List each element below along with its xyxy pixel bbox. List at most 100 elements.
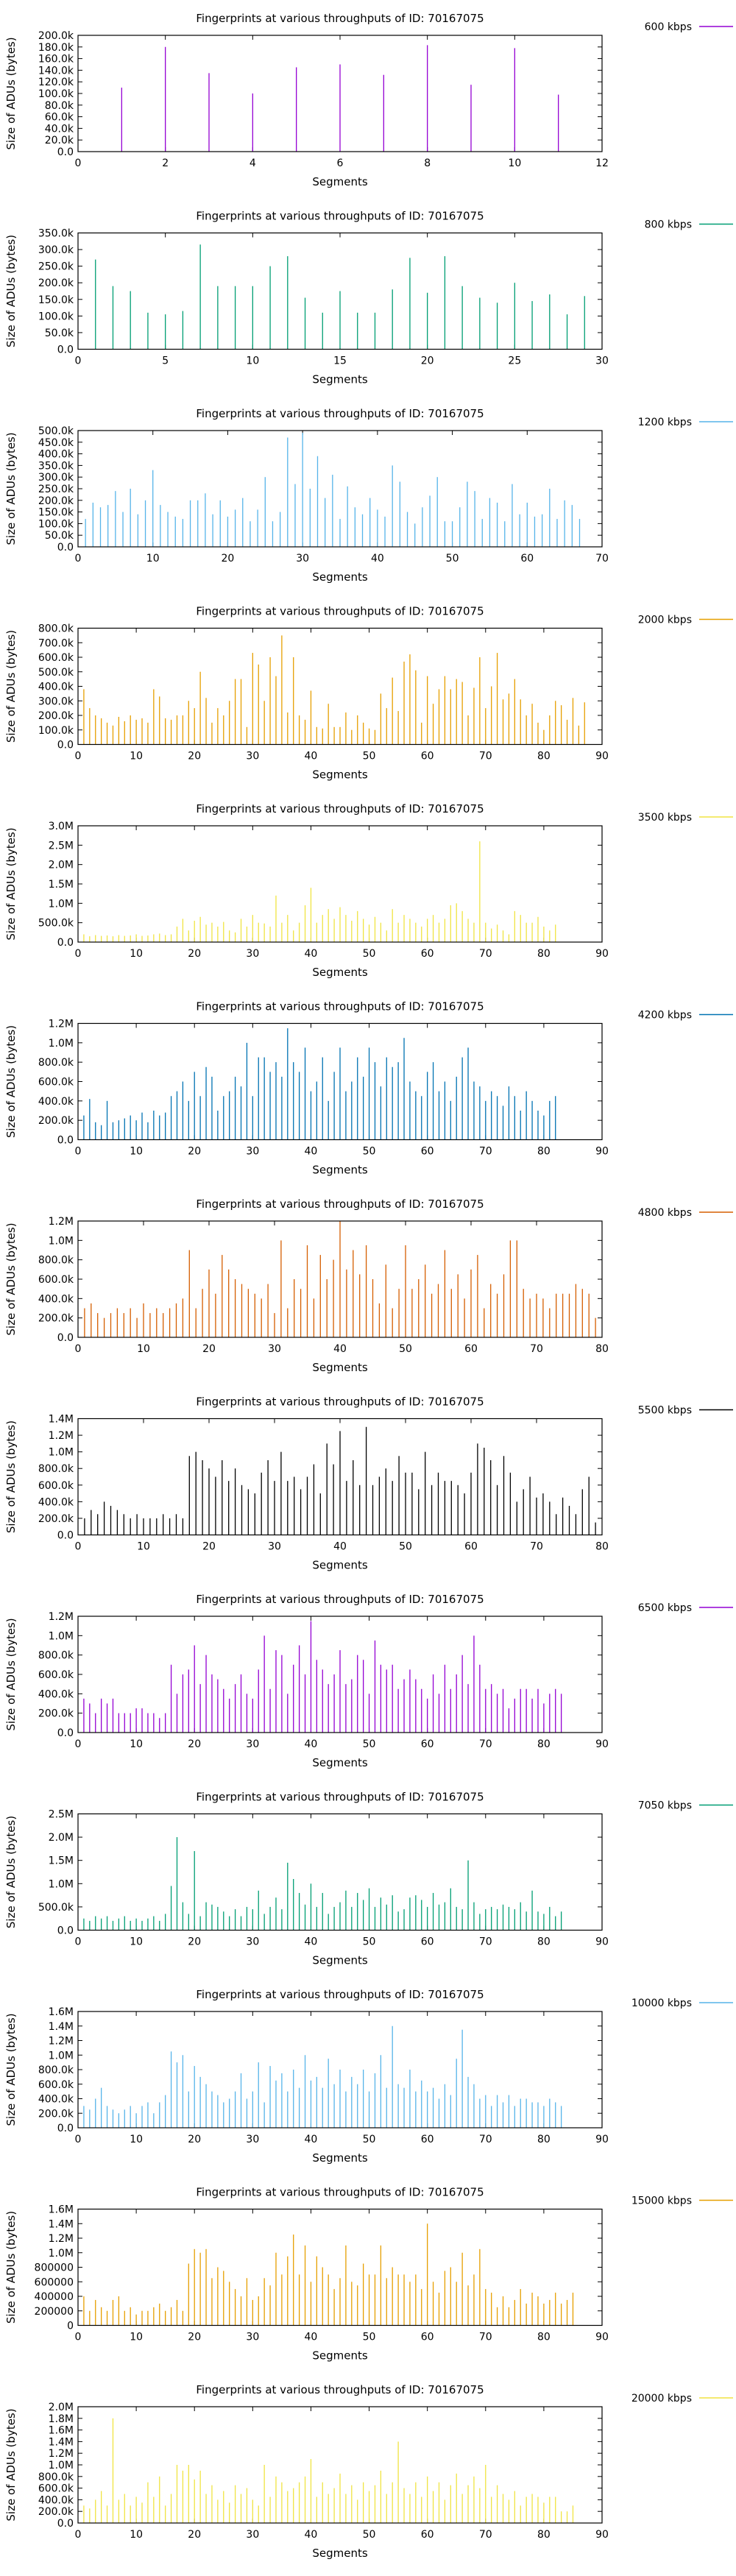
x-tick-label: 70 [479, 1738, 492, 1750]
y-tick-label: 200.0k [38, 30, 74, 42]
y-tick-label: 2.0M [49, 1832, 74, 1844]
y-axis-label: Size of ADUs (bytes) [4, 1025, 18, 1138]
x-tick-label: 60 [421, 1936, 434, 1948]
chart-title: Fingerprints at various throughputs of I… [196, 1791, 484, 1804]
x-tick-label: 0 [75, 1738, 82, 1750]
x-tick-label: 50 [363, 1146, 376, 1158]
legend-label: 15000 kbps [631, 2195, 692, 2207]
chart-panel-12: Fingerprints at various throughputs of I… [4, 2186, 733, 2363]
chart-panel-5: Fingerprints at various throughputs of I… [4, 802, 733, 979]
y-tick-label: 100.0k [38, 725, 74, 737]
y-tick-label: 50.0k [45, 328, 74, 339]
x-tick-label: 10 [130, 751, 143, 762]
y-axis-label: Size of ADUs (bytes) [4, 235, 18, 347]
chart-title: Fingerprints at various throughputs of I… [196, 605, 484, 618]
y-tick-label: 700.0k [38, 637, 74, 649]
x-tick-label: 80 [537, 2134, 551, 2145]
x-tick-label: 50 [363, 1738, 376, 1750]
y-tick-label: 400.0k [38, 1688, 74, 1700]
chart-title: Fingerprints at various throughputs of I… [196, 210, 484, 223]
y-tick-label: 250.0k [38, 261, 74, 273]
x-tick-label: 80 [595, 1541, 609, 1553]
x-tick-label: 60 [464, 1541, 478, 1553]
x-tick-label: 5 [162, 355, 169, 367]
x-tick-label: 90 [595, 948, 609, 960]
y-tick-label: 1.0M [49, 1235, 74, 1247]
chart-panel-10: Fingerprints at various throughputs of I… [4, 1791, 733, 1967]
x-tick-label: 10 [146, 553, 160, 565]
chart-panel-8: Fingerprints at various throughputs of I… [4, 1395, 733, 1572]
y-tick-label: 350.0k [38, 228, 74, 240]
y-tick-label: 200000 [35, 2306, 74, 2318]
y-tick-label: 1.2M [49, 1611, 74, 1623]
x-tick-label: 70 [595, 553, 609, 565]
y-tick-label: 500.0k [38, 425, 74, 437]
x-tick-label: 30 [246, 1146, 259, 1158]
x-tick-label: 80 [537, 2332, 551, 2343]
y-tick-label: 0 [67, 2321, 74, 2332]
y-tick-label: 800.0k [38, 1650, 74, 1662]
legend-label: 2000 kbps [638, 615, 692, 626]
y-tick-label: 0.0 [57, 542, 74, 553]
x-tick-label: 80 [537, 1146, 551, 1158]
plot-frame [77, 2406, 603, 2524]
legend-label: 4200 kbps [638, 1010, 692, 1022]
x-tick-label: 20 [188, 2134, 201, 2145]
plot-frame [77, 1220, 603, 1338]
x-tick-label: 30 [246, 751, 259, 762]
x-tick-label: 20 [188, 751, 201, 762]
x-tick-label: 50 [363, 2332, 376, 2343]
x-tick-label: 6 [337, 158, 344, 169]
chart-panel-11: Fingerprints at various throughputs of I… [4, 1988, 733, 2165]
y-axis-label: Size of ADUs (bytes) [4, 2408, 18, 2521]
y-tick-label: 0.0 [57, 146, 74, 158]
y-tick-label: 1.5M [49, 1855, 74, 1867]
y-tick-label: 800000 [35, 2262, 74, 2274]
y-tick-label: 2.5M [49, 1809, 74, 1821]
y-tick-label: 200.0k [38, 710, 74, 722]
y-tick-label: 150.0k [38, 294, 74, 306]
x-tick-label: 60 [421, 2332, 434, 2343]
x-tick-label: 30 [246, 2332, 259, 2343]
chart-panel-1: Fingerprints at various throughputs of I… [4, 12, 733, 188]
chart-panel-9: Fingerprints at various throughputs of I… [4, 1593, 733, 1769]
x-axis-label: Segments [312, 2349, 368, 2363]
plot-frame [77, 1022, 603, 1141]
x-tick-label: 60 [421, 2529, 434, 2541]
y-tick-label: 200.0k [38, 1313, 74, 1325]
y-tick-label: 3.0M [49, 821, 74, 832]
x-tick-label: 20 [188, 1146, 201, 1158]
y-tick-label: 800.0k [38, 623, 74, 635]
x-tick-label: 40 [305, 1146, 318, 1158]
legend-label: 600 kbps [645, 21, 692, 33]
y-tick-label: 200.0k [38, 2506, 74, 2518]
chart-title: Fingerprints at various throughputs of I… [196, 2186, 484, 2199]
y-tick-label: 80.0k [45, 100, 74, 112]
chart-title: Fingerprints at various throughputs of I… [196, 1988, 484, 2001]
plot-frame [77, 825, 603, 943]
y-tick-label: 1.4M [49, 1414, 74, 1426]
x-tick-label: 90 [595, 1738, 609, 1750]
x-tick-label: 40 [305, 2134, 318, 2145]
x-tick-label: 10 [130, 2134, 143, 2145]
x-tick-label: 10 [246, 355, 259, 367]
y-tick-label: 2.5M [49, 840, 74, 852]
x-tick-label: 90 [595, 2529, 609, 2541]
plot-frame [77, 430, 603, 548]
legend-label: 10000 kbps [631, 1998, 692, 2009]
x-tick-label: 20 [421, 355, 434, 367]
chart-panel-2: Fingerprints at various throughputs of I… [4, 210, 733, 386]
x-tick-label: 40 [333, 1541, 347, 1553]
y-tick-label: 0.0 [57, 937, 74, 949]
x-tick-label: 40 [305, 948, 318, 960]
x-tick-label: 10 [137, 1343, 150, 1355]
y-tick-label: 2.0M [49, 860, 74, 871]
chart-panel-6: Fingerprints at various throughputs of I… [4, 1000, 733, 1177]
legend-label: 1200 kbps [638, 417, 692, 428]
y-tick-label: 1.2M [49, 1019, 74, 1030]
y-tick-label: 800.0k [38, 2471, 74, 2483]
y-tick-label: 1.2M [49, 2233, 74, 2245]
x-tick-label: 40 [333, 1343, 347, 1355]
x-tick-label: 60 [421, 948, 434, 960]
